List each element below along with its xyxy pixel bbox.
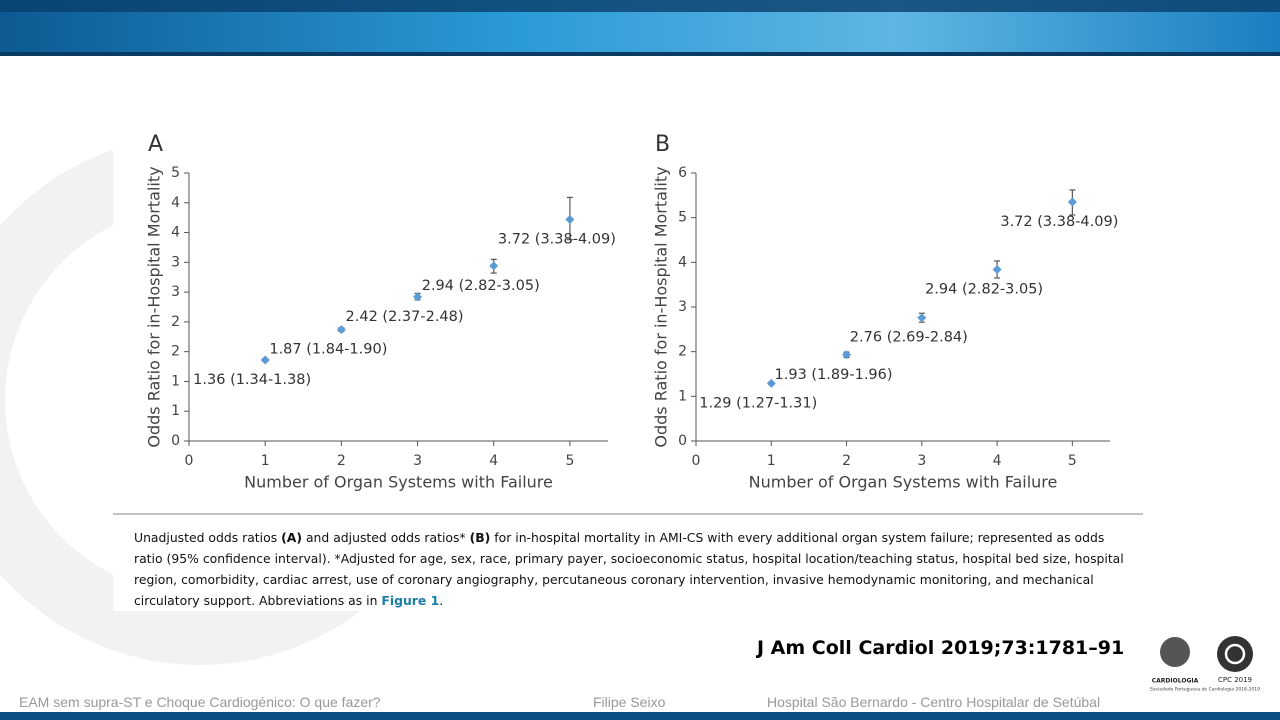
- caption: Unadjusted odds ratios (A) and adjusted …: [134, 527, 1124, 611]
- y-tick-label: 5: [678, 210, 687, 226]
- y-tick-label: 0: [678, 433, 687, 449]
- x-tick-label: 2: [337, 453, 346, 469]
- x-tick-label: 0: [692, 453, 701, 469]
- point-annotation: 2.94 (2.82-3.05): [422, 278, 540, 294]
- point: [842, 350, 852, 360]
- point: [1067, 197, 1077, 207]
- x-tick-label: 2: [842, 453, 851, 469]
- point: [336, 325, 346, 335]
- y-tick-label: 1: [678, 388, 687, 404]
- footer-left: EAM sem supra-ST e Choque Cardiogénico: …: [19, 694, 381, 710]
- footer-right: Hospital São Bernardo - Centro Hospitala…: [767, 694, 1101, 710]
- bottom-stripe: [0, 712, 1280, 720]
- x-tick-label: 0: [185, 453, 194, 469]
- x-tick-label: 1: [261, 453, 270, 469]
- x-axis-title: Number of Organ Systems with Failure: [244, 473, 553, 492]
- point-annotation: 1.36 (1.34-1.38): [193, 372, 311, 388]
- x-tick-label: 1: [767, 453, 776, 469]
- point: [766, 378, 776, 388]
- caption-bg: [113, 513, 1143, 611]
- y-tick-label: 0: [171, 433, 180, 449]
- y-tick-label: 3: [171, 284, 180, 300]
- panel-label: B: [655, 132, 670, 157]
- x-axis-title: Number of Organ Systems with Failure: [749, 473, 1058, 492]
- y-tick-label: 3: [171, 254, 180, 270]
- point: [489, 261, 499, 271]
- y-tick-label: 3: [678, 299, 687, 315]
- citation: J Am Coll Cardiol 2019;73:1781–91: [757, 637, 1125, 659]
- spc-logo: [1160, 637, 1190, 667]
- x-tick-label: 5: [565, 453, 574, 469]
- point-annotation: 2.76 (2.69-2.84): [850, 330, 968, 346]
- y-tick-label: 5: [171, 165, 180, 181]
- point-annotation: 3.72 (3.38-4.09): [498, 231, 616, 247]
- y-tick-label: 2: [171, 344, 180, 360]
- point-annotation: 1.29 (1.27-1.31): [699, 395, 817, 411]
- y-tick-label: 2: [678, 344, 687, 360]
- caption-bold: (A): [281, 530, 303, 545]
- x-tick-label: 3: [413, 453, 422, 469]
- spc-note: Sociedade Portuguesa de Cardiologia 2018…: [1150, 687, 1260, 693]
- panel-label: A: [148, 132, 163, 157]
- spc-text: CARDIOLOGIA: [1152, 678, 1199, 685]
- figure-link[interactable]: Figure 1: [381, 593, 440, 608]
- point-annotation: 3.72 (3.38-4.09): [1000, 214, 1118, 230]
- point: [565, 214, 575, 224]
- x-tick-label: 4: [993, 453, 1002, 469]
- caption-text: and adjusted odds ratios*: [302, 530, 470, 545]
- x-tick-label: 4: [489, 453, 498, 469]
- caption-text: .: [439, 593, 444, 608]
- banner-line: [0, 52, 1280, 56]
- y-tick-label: 6: [678, 165, 687, 181]
- cpc-text: CPC 2019: [1218, 676, 1252, 684]
- point-annotation: 2.94 (2.82-3.05): [925, 281, 1043, 297]
- y-tick-label: 4: [171, 195, 180, 211]
- figure-bg: [113, 118, 1143, 513]
- x-tick-label: 5: [1068, 453, 1077, 469]
- y-tick-label: 4: [171, 225, 180, 241]
- point-annotation: 1.93 (1.89-1.96): [775, 367, 893, 383]
- point: [992, 264, 1002, 274]
- y-tick-label: 4: [678, 254, 687, 270]
- caption-text: for in-hospital mortality in AMI-CS with…: [134, 530, 1124, 608]
- y-axis-title: Odds Ratio for in-Hospital Mortality: [145, 166, 164, 447]
- point-annotation: 2.42 (2.37-2.48): [346, 309, 464, 325]
- point: [413, 292, 423, 302]
- point-annotation: 1.87 (1.84-1.90): [269, 342, 387, 358]
- footer-center: Filipe Seixo: [593, 694, 666, 710]
- y-axis-title: Odds Ratio for in-Hospital Mortality: [652, 166, 671, 447]
- caption-bold: (B): [469, 530, 491, 545]
- y-tick-label: 1: [171, 373, 180, 389]
- cpc-heart: [1224, 643, 1246, 665]
- cpc-logo: [1217, 636, 1253, 672]
- y-tick-label: 1: [171, 403, 180, 419]
- point: [917, 313, 927, 323]
- y-tick-label: 2: [171, 314, 180, 330]
- point: [260, 355, 270, 365]
- banner-top: [0, 0, 1280, 12]
- x-tick-label: 3: [917, 453, 926, 469]
- caption-text: Unadjusted odds ratios: [134, 530, 282, 545]
